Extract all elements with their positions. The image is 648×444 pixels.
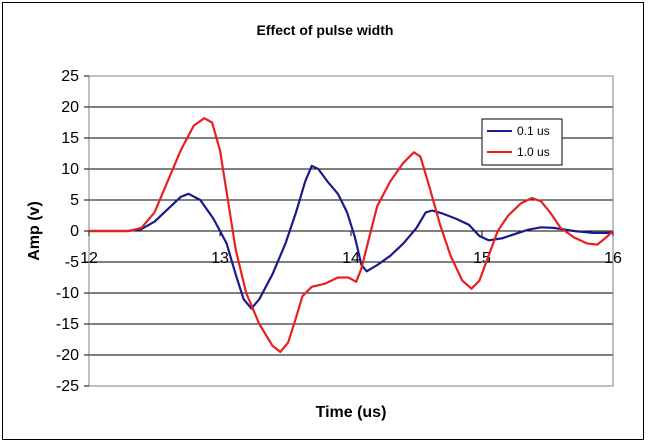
y-tick-label: 15 (61, 130, 79, 147)
y-tick-label: 20 (61, 99, 79, 116)
legend-label-0: 0.1 us (517, 124, 550, 138)
y-tick-label: -20 (56, 347, 79, 364)
x-tick-label: 16 (604, 250, 622, 267)
x-tick-label: 14 (342, 250, 360, 267)
legend-label-1: 1.0 us (517, 145, 550, 159)
y-tick-label: -10 (56, 285, 79, 302)
x-tick-label: 13 (211, 250, 229, 267)
y-tick-label: 10 (61, 161, 79, 178)
y-tick-label: -25 (56, 378, 79, 395)
y-tick-label: 5 (70, 192, 79, 209)
y-tick-label: -5 (65, 254, 79, 271)
y-axis-title: Amp (v) (26, 201, 43, 261)
line-chart: Effect of pulse width 25 20 15 10 5 0 -5 -10 -15… (26, 22, 622, 421)
x-tick-label: 12 (80, 250, 98, 267)
legend-box (481, 118, 563, 166)
y-tick-label: -15 (56, 316, 79, 333)
chart-title: Effect of pulse width (257, 22, 394, 38)
chart-frame: Effect of pulse width 25 20 15 10 5 0 -5 -10 -15… (2, 2, 644, 440)
series-line-1 (89, 117, 614, 353)
y-tick-label: 0 (70, 223, 79, 240)
x-axis-title: Time (us) (316, 404, 387, 421)
series-line-0 (89, 164, 613, 310)
legend: 0.1 us 1.0 us (481, 118, 563, 166)
y-axis-ticks: 25 20 15 10 5 0 -5 -10 -15 -20 -25 (56, 68, 89, 395)
y-tick-label: 25 (61, 68, 79, 85)
series-lines (89, 117, 614, 353)
